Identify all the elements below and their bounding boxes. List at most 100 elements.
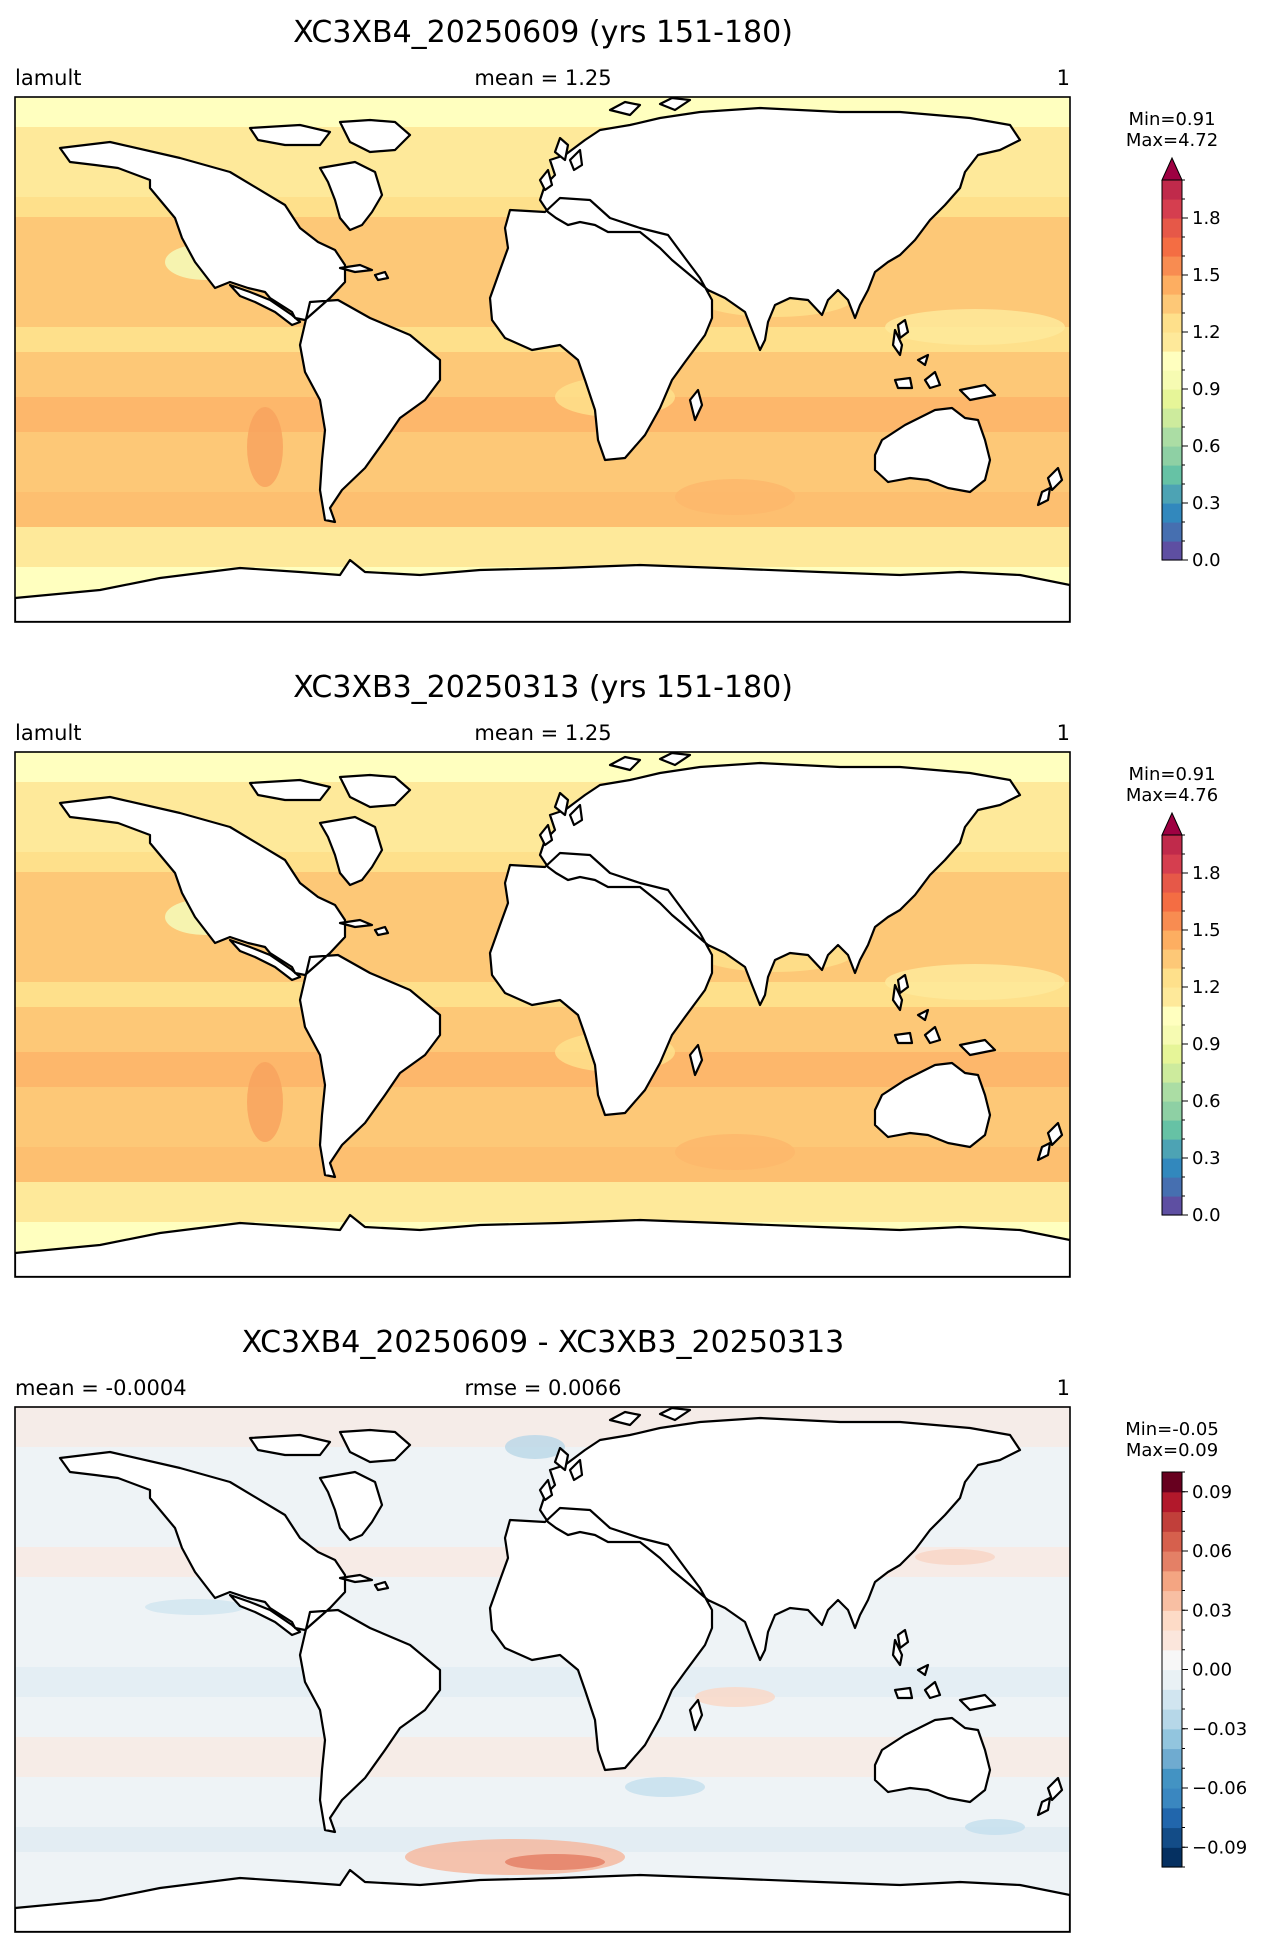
colorbar-tick-label: 0.6 [1192,436,1221,457]
map-clip [15,752,1070,1277]
colorbar-segment [1162,873,1182,893]
center-label: mean = 1.25 [474,721,611,745]
colorbar-tick-label: −0.09 [1192,1837,1247,1858]
colorbar-tick-label: 0.9 [1192,379,1221,400]
colorbar-min-text: Min=0.91 [1128,109,1215,130]
colorbar-max-text: Max=4.72 [1126,130,1218,151]
field-band [15,492,1070,527]
colorbar-segment [1162,1748,1182,1769]
colorbar-segment [1162,1196,1182,1216]
colorbar-segment [1162,1531,1182,1552]
colorbar-tick-label: 1.8 [1192,863,1221,884]
field-feature [505,1435,565,1459]
colorbar-tick-label: −0.03 [1192,1719,1247,1740]
colorbar-segment [1162,332,1182,352]
colorbar-max-text: Max=4.76 [1126,785,1218,806]
colorbar-extend-triangle [1161,811,1183,836]
colorbar-segment [1162,1768,1182,1789]
right-label: 1 [1057,721,1070,745]
colorbar-segment [1162,408,1182,428]
chart-title: XC3XB4_20250609 - XC3XB3_20250313 [242,1325,845,1360]
colorbar-segment [1162,1139,1182,1159]
colorbar-segment [1162,1511,1182,1532]
field-band [15,1052,1070,1087]
colorbar-tick-label: 0.00 [1192,1660,1232,1681]
colorbar-tick-label: 1.5 [1192,920,1221,941]
colorbar-tick-label: 0.03 [1192,1600,1232,1621]
field-band [15,1147,1070,1182]
field-band [15,1007,1070,1052]
map-area [14,751,1071,1278]
colorbar-segment [1162,313,1182,333]
map-frame [14,96,1071,623]
field-band [15,397,1070,432]
colorbar-segment [1162,1689,1182,1710]
colorbar-segment [1162,180,1182,200]
colorbar-segment [1162,1025,1182,1045]
colorbar-segment [1162,446,1182,466]
colorbar-segment [1162,987,1182,1007]
colorbar-segment [1162,1551,1182,1572]
field-feature [247,407,283,487]
colorbar-segment [1162,389,1182,409]
left-label: lamult [15,66,82,90]
colorbar-segment [1162,1610,1182,1631]
colorbar-segment [1162,237,1182,257]
colorbar-segment [1162,427,1182,447]
colorbar-segment [1162,968,1182,988]
colorbar-segment [1162,465,1182,485]
map-clip [15,97,1070,622]
chart-title: XC3XB3_20250313 (yrs 151-180) [293,670,793,705]
field-feature [247,1062,283,1142]
colorbar-tick-label: 1.8 [1192,208,1221,229]
colorbar-tick-label: −0.06 [1192,1778,1247,1799]
colorbar-segment [1162,1669,1182,1690]
center-label: rmse = 0.0066 [464,1376,621,1400]
colorbar-segment [1162,1063,1182,1083]
colorbar-segment [1162,1570,1182,1592]
map-area [14,96,1071,623]
colorbar-tick-label: 1.5 [1192,265,1221,286]
colorbar-segment [1162,1177,1182,1197]
colorbar-tick-label: 1.2 [1192,977,1221,998]
colorbar-segment [1162,930,1182,950]
colorbar-tick-label: 1.2 [1192,322,1221,343]
colorbar-segment [1162,484,1182,504]
colorbar-segment [1162,503,1182,523]
left-label: mean = -0.0004 [15,1376,187,1400]
colorbar-max-text: Max=0.09 [1126,1440,1218,1461]
panel-2: XC3XB3_20250313 (yrs 151-180) lamult mean … [14,670,1221,1278]
chart-title: XC3XB4_20250609 (yrs 151-180) [293,15,793,50]
field-feature [965,1819,1025,1835]
colorbar-segment [1162,275,1182,295]
colorbar-segment [1162,199,1182,219]
right-label: 1 [1057,66,1070,90]
colorbar-segment [1162,1649,1182,1671]
colorbar-segment [1162,370,1182,390]
map-area [14,1406,1071,1933]
right-label: 1 [1057,1376,1070,1400]
colorbar-segment [1162,835,1182,855]
colorbar-tick-label: 0.09 [1192,1482,1232,1503]
map-frame [14,751,1071,1278]
colorbar-segment [1162,1847,1182,1868]
field-feature [505,1854,605,1870]
colorbar-tick-label: 0.9 [1192,1034,1221,1055]
colorbar-segment [1162,1709,1182,1730]
colorbar-segment [1162,854,1182,874]
colorbar-segment [1162,1006,1182,1026]
field-band [15,352,1070,397]
colorbar-min-text: Min=-0.05 [1125,1419,1219,1440]
field-feature [885,309,1065,345]
colorbar-segment [1162,256,1182,276]
colorbar-segment [1162,1472,1182,1493]
field-feature [695,1687,775,1707]
map-frame [14,1406,1071,1933]
colorbar-tick-label: 0.0 [1192,1205,1221,1226]
center-label: mean = 1.25 [474,66,611,90]
colorbar-segment [1162,541,1182,561]
